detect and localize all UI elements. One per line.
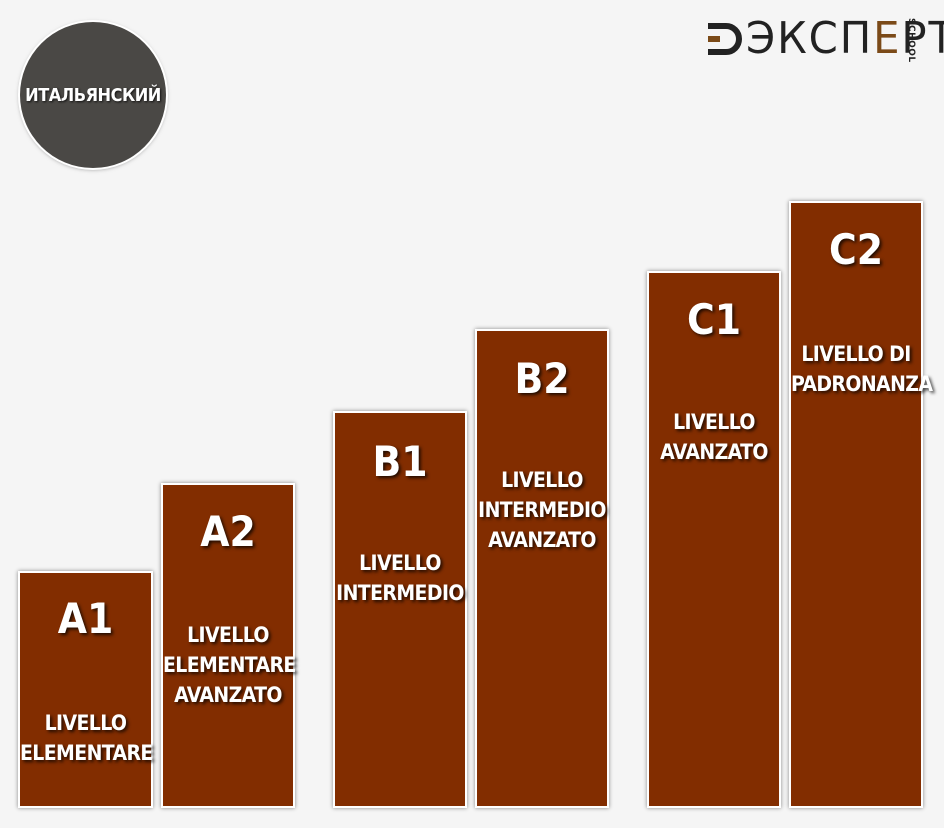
level-code: B2	[514, 354, 570, 403]
level-bar-b1: B1 LIVELLO INTERMEDIO	[335, 413, 465, 806]
language-badge: ИТАЛЬЯНСКИЙ	[20, 22, 166, 168]
level-description: LIVELLO INTERMEDIO AVANZATO	[478, 468, 606, 552]
level-description: LIVELLO INTERMEDIO	[336, 551, 464, 605]
level-code: A2	[200, 507, 256, 556]
logo-mark-icon	[708, 23, 742, 55]
language-badge-text: ИТАЛЬЯНСКИЙ	[25, 84, 161, 106]
level-bar-b2: B2 LIVELLO INTERMEDIO AVANZATO	[477, 331, 607, 806]
level-description: LIVELLO ELEMENTARE AVANZATO	[163, 623, 296, 707]
logo-school-label: SCHOOL	[906, 18, 916, 63]
brand-logo: ЭКСПЕРТ SCHOOL	[704, 14, 944, 64]
level-bar-a2: A2 LIVELLO ELEMENTARE AVANZATO	[163, 485, 296, 806]
level-description: LIVELLO ELEMENTARE	[20, 711, 153, 765]
logo-wordmark: ЭКСПЕРТ	[746, 17, 944, 61]
level-code: A1	[57, 594, 114, 643]
logo-wordmark-accent: Е	[873, 13, 902, 64]
level-bar-a1: A1 LIVELLO ELEMENTARE	[20, 573, 153, 806]
logo-wordmark-tail: РТ	[901, 13, 944, 64]
level-code: B1	[372, 437, 428, 486]
level-bar-c1: C1 LIVELLO AVANZATO	[649, 273, 779, 806]
level-description: LIVELLO DI PADRONANZA	[791, 342, 933, 396]
level-code: C2	[828, 225, 884, 274]
level-code: C1	[686, 295, 742, 344]
level-bar-c2: C2 LIVELLO DI PADRONANZA	[791, 203, 933, 806]
level-description: LIVELLO AVANZATO	[660, 410, 768, 464]
logo-wordmark-main: ЭКСП	[746, 13, 874, 64]
